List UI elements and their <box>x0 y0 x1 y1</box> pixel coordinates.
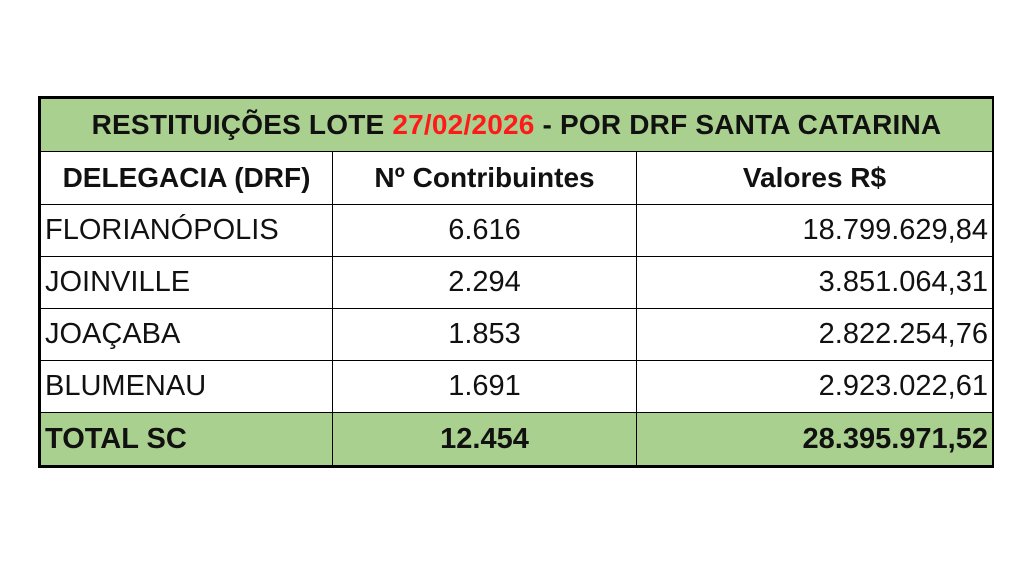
column-header-valores: Valores R$ <box>636 151 993 205</box>
table-title: RESTITUIÇÕES LOTE 27/02/2026 - POR DRF S… <box>40 98 993 152</box>
table-row: JOAÇABA 1.853 2.822.254,76 <box>40 308 993 361</box>
cell-contribuintes: 2.294 <box>332 256 637 309</box>
column-header-contribuintes: Nº Contribuintes <box>332 151 637 205</box>
table-row: FLORIANÓPOLIS 6.616 18.799.629,84 <box>40 204 993 257</box>
table-row: JOINVILLE 2.294 3.851.064,31 <box>40 256 993 309</box>
cell-valores: 2.822.254,76 <box>636 308 993 361</box>
title-prefix: RESTITUIÇÕES LOTE <box>91 109 393 140</box>
total-row: TOTAL SC 12.454 28.395.971,52 <box>40 412 993 466</box>
total-valores: 28.395.971,52 <box>636 412 993 466</box>
cell-contribuintes: 6.616 <box>332 204 637 257</box>
cell-valores: 2.923.022,61 <box>636 360 993 413</box>
cell-contribuintes: 1.691 <box>332 360 637 413</box>
cell-contribuintes: 1.853 <box>332 308 637 361</box>
restitution-table: RESTITUIÇÕES LOTE 27/02/2026 - POR DRF S… <box>40 98 993 466</box>
total-label: TOTAL SC <box>40 412 333 466</box>
cell-drf: JOINVILLE <box>40 256 333 309</box>
column-header-row: DELEGACIA (DRF) Nº Contribuintes Valores… <box>40 151 993 205</box>
cell-valores: 18.799.629,84 <box>636 204 993 257</box>
table-row: BLUMENAU 1.691 2.923.022,61 <box>40 360 993 413</box>
total-contribuintes: 12.454 <box>332 412 637 466</box>
cell-valores: 3.851.064,31 <box>636 256 993 309</box>
title-date: 27/02/2026 <box>392 109 535 140</box>
cell-drf: BLUMENAU <box>40 360 333 413</box>
title-suffix: - POR DRF SANTA CATARINA <box>534 109 942 140</box>
cell-drf: FLORIANÓPOLIS <box>40 204 333 257</box>
table-title-row: RESTITUIÇÕES LOTE 27/02/2026 - POR DRF S… <box>40 98 993 152</box>
restitution-table-sheet: RESTITUIÇÕES LOTE 27/02/2026 - POR DRF S… <box>38 96 994 468</box>
cell-drf: JOAÇABA <box>40 308 333 361</box>
column-header-drf: DELEGACIA (DRF) <box>40 151 333 205</box>
